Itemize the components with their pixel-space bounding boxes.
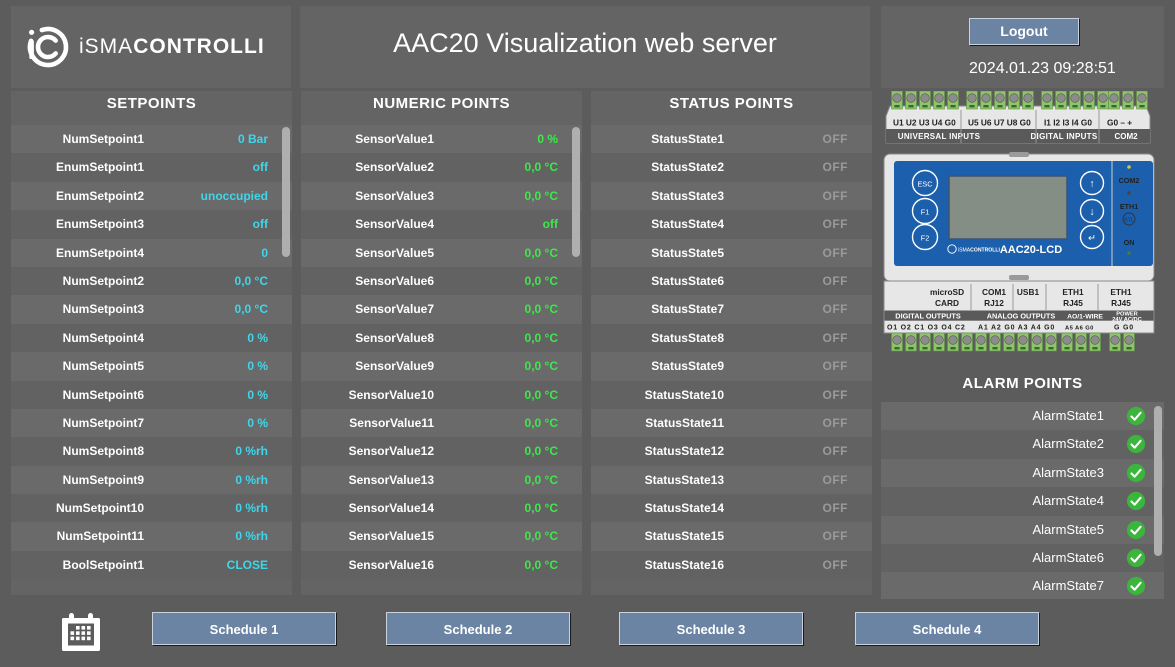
svg-text:ETH1: ETH1 xyxy=(1110,287,1132,297)
svg-text:iSMACONTROLLI: iSMACONTROLLI xyxy=(958,248,1000,254)
svg-text:microSD: microSD xyxy=(930,287,964,297)
svg-text:USB1: USB1 xyxy=(1017,287,1040,297)
svg-text:U1 U2 U3 U4 G0: U1 U2 U3 U4 G0 xyxy=(893,118,956,128)
svg-text:G0 – +: G0 – + xyxy=(1107,118,1132,128)
svg-text:UNIVERSAL INPUTS: UNIVERSAL INPUTS xyxy=(898,132,981,141)
svg-text:CARD: CARD xyxy=(935,298,959,308)
svg-text:A1 A2 G0 A3 A4 G0: A1 A2 G0 A3 A4 G0 xyxy=(978,325,1055,332)
svg-text:AO/1-WIRE: AO/1-WIRE xyxy=(1067,314,1103,321)
svg-text:ESC: ESC xyxy=(917,180,932,189)
svg-text:DIGITAL OUTPUTS: DIGITAL OUTPUTS xyxy=(895,312,961,321)
svg-text:↑: ↑ xyxy=(1089,178,1094,190)
svg-text:A5 A6 G0: A5 A6 G0 xyxy=(1065,326,1094,332)
svg-text:G G0: G G0 xyxy=(1114,325,1134,332)
svg-text:COM2: COM2 xyxy=(1114,132,1138,141)
svg-text:ETH1: ETH1 xyxy=(1062,287,1084,297)
svg-text:O1 O2 C1 O3 O4 C2: O1 O2 C1 O3 O4 C2 xyxy=(887,325,966,332)
svg-text:U5 U6 U7 U8 G0: U5 U6 U7 U8 G0 xyxy=(968,118,1031,128)
svg-text:BTL: BTL xyxy=(1124,218,1134,224)
svg-text:↓: ↓ xyxy=(1089,206,1094,218)
svg-text:COM2: COM2 xyxy=(1119,176,1140,185)
svg-text:AAC20-LCD: AAC20-LCD xyxy=(1000,244,1062,256)
svg-text:RJ12: RJ12 xyxy=(984,298,1004,308)
svg-text:F1: F1 xyxy=(921,208,930,217)
svg-text:F2: F2 xyxy=(921,234,930,243)
svg-text:ANALOG OUTPUTS: ANALOG OUTPUTS xyxy=(987,312,1056,321)
svg-text:DIGITAL INPUTS: DIGITAL INPUTS xyxy=(1030,132,1097,141)
svg-text:I1 I2 I3 I4 G0: I1 I2 I3 I4 G0 xyxy=(1044,118,1092,128)
svg-text:ON: ON xyxy=(1124,238,1135,247)
svg-text:↵: ↵ xyxy=(1088,233,1096,244)
svg-text:COM1: COM1 xyxy=(982,287,1006,297)
svg-text:RJ45: RJ45 xyxy=(1111,298,1131,308)
svg-text:ETH1: ETH1 xyxy=(1120,202,1138,211)
svg-text:RJ45: RJ45 xyxy=(1063,298,1083,308)
